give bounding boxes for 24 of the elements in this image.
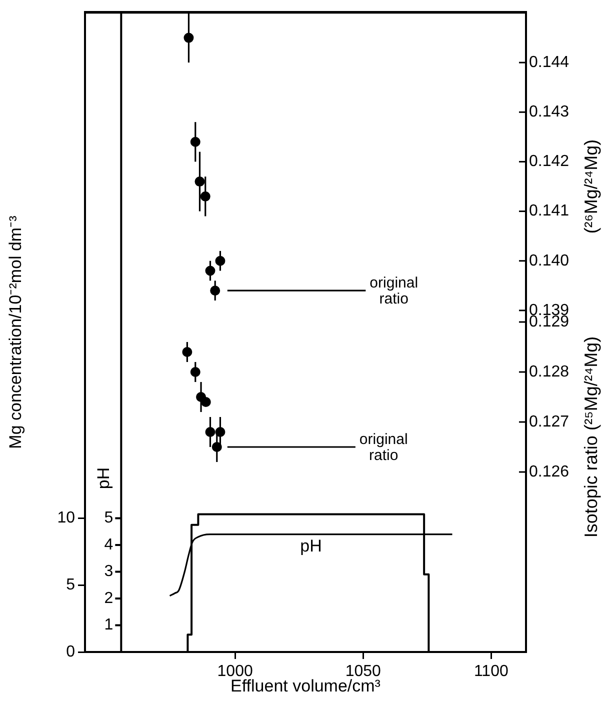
series-label: pH <box>300 536 322 556</box>
y-tick-label: 5 <box>66 576 76 594</box>
y2-tick-label: 0.128 <box>529 363 570 380</box>
y2-tick-label: 1 <box>104 616 114 634</box>
y2-axis-title: Isotopic ratio (²⁵Mg/²⁴Mg) <box>580 336 601 538</box>
y2-tick-label: 2 <box>104 590 114 607</box>
y2-tick-label: 0.127 <box>529 413 570 430</box>
y2-tick-label: 3 <box>104 563 114 580</box>
y-axis-title: Mg concentration/10⁻²mol dm⁻³ <box>6 215 25 449</box>
y-tick-label: 10 <box>57 510 76 527</box>
y3-tick-label: 0.143 <box>529 104 570 121</box>
y3-tick-label: 0.144 <box>529 54 570 71</box>
y2-tick-label: 0.126 <box>529 463 570 480</box>
series-label: original ratio <box>370 274 418 308</box>
y-tick-label: 0 <box>66 643 76 660</box>
series-label: original ratio <box>359 431 408 464</box>
y3-tick-label: 0.141 <box>529 202 570 220</box>
y2-tick-label: 4 <box>104 536 114 554</box>
x-tick-label: 1100 <box>474 663 508 680</box>
y2-tick-label: 5 <box>104 510 114 527</box>
y3-tick-label: 0.142 <box>529 153 570 170</box>
y3-axis-title: (²⁶Mg/²⁴Mg) <box>580 139 601 234</box>
y2-axis-title: pH <box>94 467 113 490</box>
y3-tick-label: 0.140 <box>529 252 570 270</box>
